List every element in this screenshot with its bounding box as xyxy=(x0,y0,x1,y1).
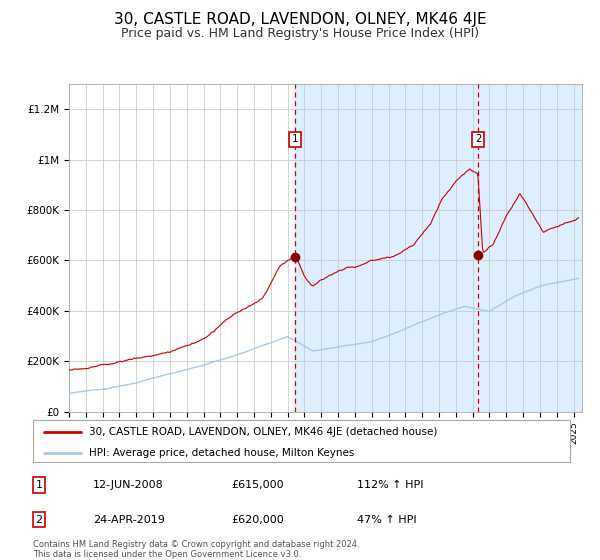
Bar xyxy=(295,84,582,412)
Text: 1: 1 xyxy=(292,134,298,144)
Text: Contains HM Land Registry data © Crown copyright and database right 2024.
This d: Contains HM Land Registry data © Crown c… xyxy=(33,540,359,559)
Text: 47% ↑ HPI: 47% ↑ HPI xyxy=(357,515,416,525)
Text: Price paid vs. HM Land Registry's House Price Index (HPI): Price paid vs. HM Land Registry's House … xyxy=(121,27,479,40)
Text: 2: 2 xyxy=(475,134,481,144)
Text: 2: 2 xyxy=(35,515,43,525)
Text: 30, CASTLE ROAD, LAVENDON, OLNEY, MK46 4JE: 30, CASTLE ROAD, LAVENDON, OLNEY, MK46 4… xyxy=(113,12,487,27)
Text: £620,000: £620,000 xyxy=(231,515,284,525)
Text: £615,000: £615,000 xyxy=(231,480,284,490)
Text: 24-APR-2019: 24-APR-2019 xyxy=(93,515,165,525)
Text: 112% ↑ HPI: 112% ↑ HPI xyxy=(357,480,424,490)
FancyBboxPatch shape xyxy=(33,420,570,462)
Text: 1: 1 xyxy=(35,480,43,490)
Text: HPI: Average price, detached house, Milton Keynes: HPI: Average price, detached house, Milt… xyxy=(89,448,355,458)
Text: 12-JUN-2008: 12-JUN-2008 xyxy=(93,480,164,490)
Text: 30, CASTLE ROAD, LAVENDON, OLNEY, MK46 4JE (detached house): 30, CASTLE ROAD, LAVENDON, OLNEY, MK46 4… xyxy=(89,427,438,437)
